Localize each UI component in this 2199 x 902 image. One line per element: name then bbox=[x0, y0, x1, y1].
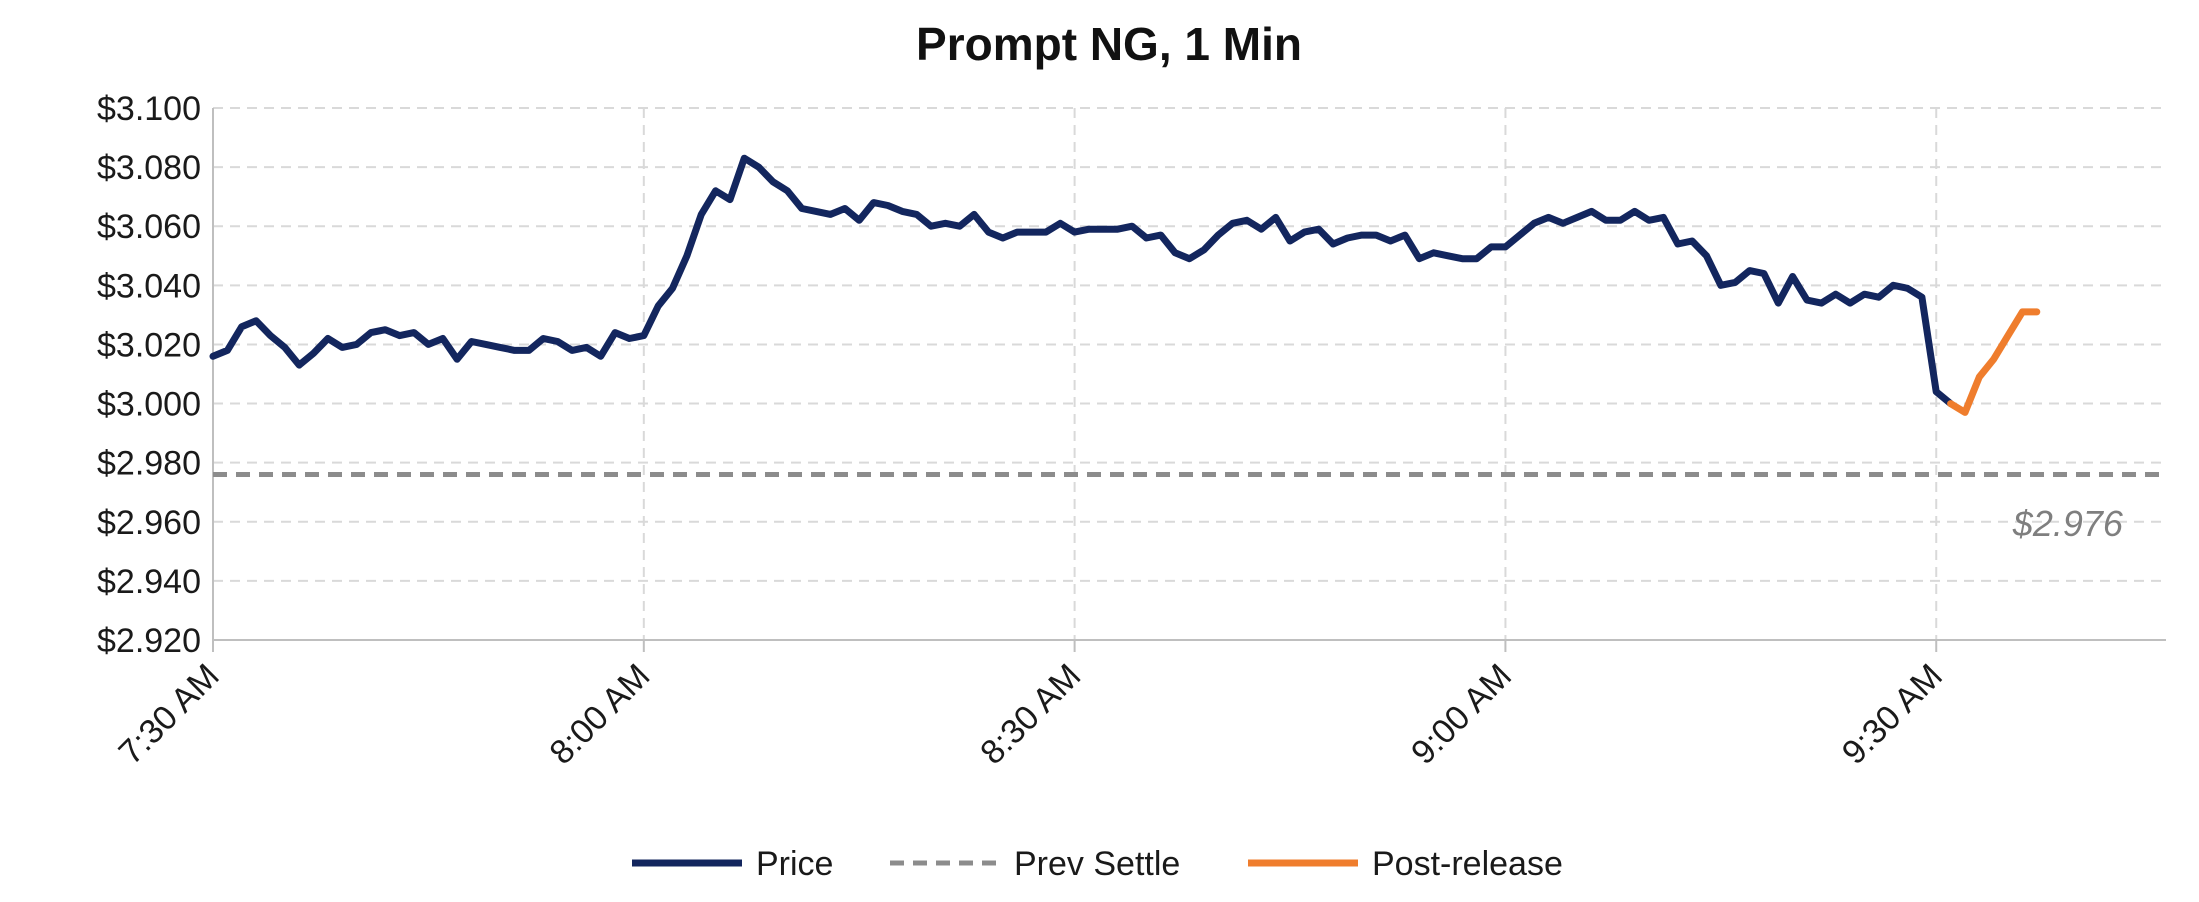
y-tick-label: $3.040 bbox=[97, 267, 201, 305]
y-tick-label: $2.920 bbox=[97, 622, 201, 660]
legend-label-post-release: Post-release bbox=[1372, 845, 1563, 883]
legend-label-price: Price bbox=[756, 845, 833, 883]
y-tick-label: $2.960 bbox=[97, 504, 201, 542]
post-release-line bbox=[1947, 308, 2041, 416]
axes bbox=[212, 108, 2166, 652]
series-group bbox=[209, 154, 2166, 477]
grid bbox=[213, 107, 2166, 640]
y-tick-label: $3.060 bbox=[97, 208, 201, 246]
y-tick-label: $3.020 bbox=[97, 326, 201, 364]
y-tick-label: $3.100 bbox=[97, 90, 201, 128]
chart-title: Prompt NG, 1 Min bbox=[916, 18, 1302, 70]
legend: Price Prev Settle Post-release bbox=[632, 845, 1563, 883]
y-tick-label: $3.000 bbox=[97, 386, 201, 424]
prev-settle-annotation: $2.976 bbox=[2012, 503, 2124, 544]
y-tick-label: $2.980 bbox=[97, 445, 201, 483]
price-line bbox=[209, 154, 1955, 408]
y-tick-label: $2.940 bbox=[97, 563, 201, 601]
y-tick-label: $3.080 bbox=[97, 149, 201, 187]
y-axis-ticks: $3.100 $3.080 $3.060 $3.040 $3.020 $3.000 $2.9… bbox=[97, 90, 201, 660]
annotations: $2.976 bbox=[2012, 503, 2124, 544]
legend-label-prev-settle: Prev Settle bbox=[1014, 845, 1180, 883]
